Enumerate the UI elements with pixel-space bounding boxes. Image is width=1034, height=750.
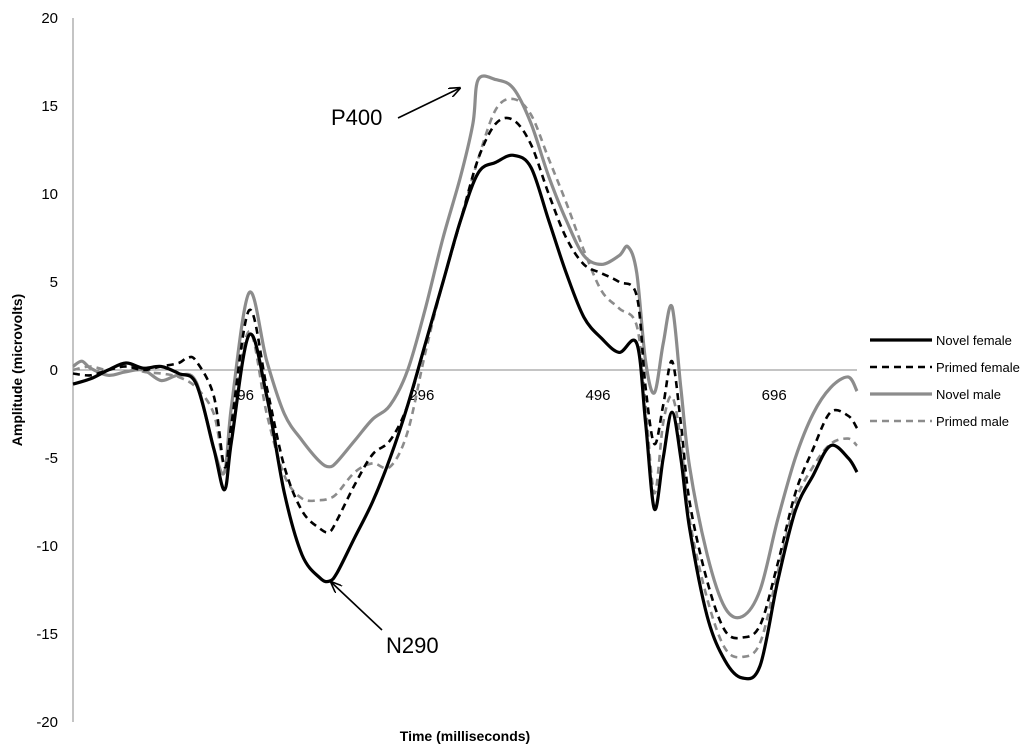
y-axis-title: Amplitude (microvolts) bbox=[9, 294, 25, 446]
legend-label-primed-male: Primed male bbox=[936, 414, 1009, 429]
y-tick-labels: -20 -15 -10 -5 0 5 10 15 20 bbox=[36, 10, 58, 731]
legend-label-novel-male: Novel male bbox=[936, 387, 1001, 402]
x-tick-label: 696 bbox=[762, 387, 787, 404]
y-tick-label: 0 bbox=[50, 362, 58, 379]
series-line-novel-female bbox=[72, 153, 859, 681]
annotations: P400 N290 bbox=[331, 88, 460, 658]
annotation-p400-arrow bbox=[397, 88, 460, 119]
y-tick-label: -10 bbox=[36, 538, 58, 555]
annotation-n290: N290 bbox=[386, 633, 439, 658]
legend-label-primed-female: Primed female bbox=[936, 360, 1020, 375]
x-axis-title: Time (milliseconds) bbox=[400, 728, 530, 744]
y-tick-label: -20 bbox=[36, 714, 58, 731]
annotation-p400: P400 bbox=[331, 105, 382, 130]
y-tick-label: -5 bbox=[45, 450, 58, 467]
y-tick-label: -15 bbox=[36, 626, 58, 643]
x-tick-label: 96 bbox=[237, 387, 254, 404]
y-tick-label: 15 bbox=[41, 98, 58, 115]
series-line-novel-male bbox=[72, 74, 859, 620]
y-tick-label: 5 bbox=[50, 274, 58, 291]
y-tick-label: 20 bbox=[41, 10, 58, 27]
legend-label-novel-female: Novel female bbox=[936, 333, 1012, 348]
x-tick-label: 496 bbox=[586, 387, 611, 404]
x-tick-labels: 96 296 496 696 bbox=[237, 387, 786, 404]
legend: Novel female Primed female Novel male Prime… bbox=[870, 333, 1020, 429]
annotation-n290-arrow bbox=[331, 582, 383, 631]
series-lines bbox=[72, 74, 859, 681]
y-tick-label: 10 bbox=[41, 186, 58, 203]
